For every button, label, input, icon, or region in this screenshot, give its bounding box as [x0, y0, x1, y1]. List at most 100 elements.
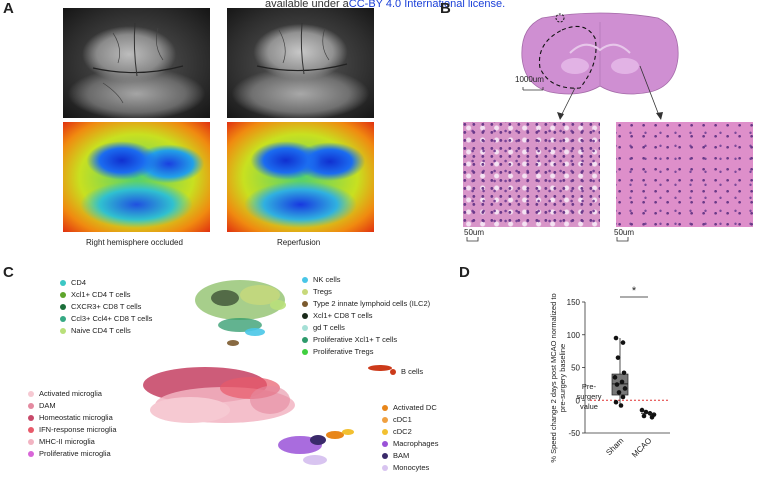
sham-point	[620, 340, 626, 345]
sham-point	[620, 394, 626, 400]
legend-label: Naive CD4 T cells	[71, 326, 131, 335]
legend-dot	[382, 416, 388, 423]
sham-point	[612, 375, 618, 380]
legend-item: gd T cells	[302, 323, 345, 332]
legend-label: Type 2 innate lymphoid cells (ILC2)	[313, 299, 431, 308]
scale-label-1000um: 1000um	[515, 75, 544, 84]
legend-label: Homeostatic microglia	[39, 413, 113, 422]
brain-perfusion-left	[63, 122, 210, 232]
legend-dot	[28, 450, 34, 457]
legend-item: Ccl3+ Ccl4+ CD8 T cells	[60, 314, 152, 323]
legend-dot	[382, 428, 388, 435]
legend-label: gd T cells	[313, 323, 345, 332]
legend-item: Proliferative Tregs	[302, 347, 373, 356]
panel-label-c: C	[3, 264, 14, 281]
legend-label: Macrophages	[393, 439, 439, 448]
sham-point	[621, 370, 627, 376]
legend-label: NK cells	[313, 275, 341, 284]
x-tick-label: Sham	[604, 436, 625, 457]
legend-dot	[302, 336, 308, 343]
panel-label-a: A	[3, 0, 14, 17]
legend-dot	[60, 291, 66, 298]
legend-item: Monocytes	[382, 463, 429, 472]
sham-point	[619, 379, 625, 385]
sham-point	[614, 382, 620, 387]
legend-dot	[302, 312, 308, 319]
legend-dot	[28, 414, 34, 421]
panel-label-d: D	[459, 264, 470, 281]
legend-item: CXCR3+ CD8 T cells	[60, 302, 141, 311]
sham-point	[618, 403, 624, 408]
brain-perfusion-right	[227, 122, 374, 232]
legend-item: Naive CD4 T cells	[60, 326, 131, 335]
histology-contralateral	[616, 122, 753, 227]
caption-reperfusion: Reperfusion	[277, 238, 321, 247]
legend-label: BAM	[393, 451, 410, 460]
legend-label: Ccl3+ Ccl4+ CD8 T cells	[71, 314, 153, 323]
legend-dot	[28, 390, 34, 397]
legend-dot	[60, 279, 66, 286]
significance-star: *	[632, 285, 637, 297]
license-link[interactable]: CC-BY 4.0 International license.	[348, 0, 506, 10]
legend-dot	[60, 327, 66, 334]
sham-point	[613, 335, 619, 341]
legend-dot	[28, 426, 34, 433]
legend-label: CXCR3+ CD8 T cells	[71, 302, 142, 311]
brain-grayscale-right	[227, 8, 374, 118]
legend-label: Proliferative Xcl1+ T cells	[313, 335, 398, 344]
scale-label-50um-left: 50um	[464, 228, 485, 237]
y-tick-label: 0	[576, 396, 581, 405]
y-tick-label: 50	[571, 364, 580, 373]
sham-point	[622, 386, 628, 391]
umap-plot	[143, 280, 392, 465]
legend-label: MHC-II microglia	[39, 437, 95, 446]
legend-dot	[302, 300, 308, 307]
legend-dot	[60, 303, 66, 310]
legend-item: Macrophages	[382, 439, 438, 448]
scale-bar-histology-right	[616, 237, 629, 242]
preprint-license-header: available under aCC-BY 4.0 International…	[265, 0, 505, 10]
legend-item: DAM	[28, 401, 56, 410]
sham-point	[616, 390, 622, 395]
legend-item: CD4	[60, 278, 86, 287]
legend-dot	[390, 368, 396, 375]
legend-item: B cells	[390, 367, 423, 376]
legend-label: DAM	[39, 401, 56, 410]
sham-point	[615, 355, 621, 360]
legend-item: cDC2	[382, 427, 412, 436]
scale-label-50um-right: 50um	[614, 228, 635, 237]
coronal-section-diagram	[521, 12, 679, 120]
legend-dot	[60, 315, 66, 322]
histology-infarct	[463, 122, 600, 227]
sham-point	[613, 399, 619, 405]
legend-dot	[302, 324, 308, 331]
legend-label: cDC2	[393, 427, 412, 436]
legend-label: Monocytes	[393, 463, 430, 472]
caption-occluded: Right hemisphere occluded	[86, 238, 183, 247]
legend-item: Xcl1+ CD8 T cells	[302, 311, 373, 320]
mcao-point	[649, 414, 655, 420]
legend-item: Proliferative Xcl1+ T cells	[302, 335, 397, 344]
legend-item: Xcl1+ CD4 T cells	[60, 290, 131, 299]
legend-dot	[28, 402, 34, 409]
mcao-point	[641, 413, 647, 419]
legend-label: Xcl1+ CD8 T cells	[313, 311, 373, 320]
legend-item: Activated microglia	[28, 389, 102, 398]
y-tick-label: 150	[567, 298, 581, 307]
legend-label: Proliferative Tregs	[313, 347, 374, 356]
legend-dot	[28, 438, 34, 445]
y-tick-label: 100	[567, 331, 581, 340]
legend-dot	[302, 288, 308, 295]
legend-dot	[382, 404, 388, 411]
legend-item: Activated DC	[382, 403, 437, 412]
brain-grayscale-left	[63, 8, 210, 118]
legend-label: B cells	[401, 367, 424, 376]
legend-label: IFN-response microglia	[39, 425, 117, 434]
legend-label: Proliferative microglia	[39, 449, 111, 458]
speed-change-chart: 150 100 50 0 -50 * Sham MCAO	[567, 285, 670, 459]
legend-label: CD4	[71, 278, 87, 287]
mcao-point	[639, 407, 645, 413]
legend-item: MHC-II microglia	[28, 437, 95, 446]
legend-dot	[302, 348, 308, 355]
legend-dot	[382, 440, 388, 447]
